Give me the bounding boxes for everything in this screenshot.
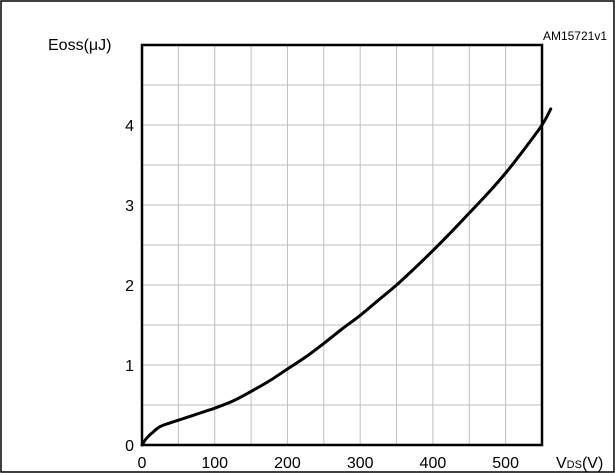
series-line-eoss [140, 107, 553, 447]
x-tick-label: 100 [201, 455, 228, 472]
x-tick-labels: 0 100 200 300 400 500 [138, 455, 520, 472]
y-tick-labels: 0 1 2 3 4 [125, 118, 134, 455]
figure-id-label: AM15721v1 [543, 29, 607, 43]
y-axis-label: Eoss(μJ) [48, 37, 111, 54]
y-tick-label: 2 [125, 278, 134, 295]
y-tick-label: 0 [125, 438, 134, 455]
y-tick-label: 3 [125, 198, 134, 215]
plot-frame [140, 43, 544, 447]
x-axis-label-subscript: DS [567, 459, 582, 471]
x-tick-label: 400 [420, 455, 447, 472]
x-axis-label-main: V [556, 455, 567, 472]
y-tick-label: 1 [125, 358, 134, 375]
x-tick-label: 300 [347, 455, 374, 472]
x-tick-label: 500 [492, 455, 519, 472]
x-tick-label: 200 [274, 455, 301, 472]
x-axis-label-unit: (V) [582, 455, 603, 472]
x-axis-label: VDS(V) [556, 455, 603, 472]
y-tick-label: 4 [125, 118, 134, 135]
x-tick-label: 0 [138, 455, 147, 472]
